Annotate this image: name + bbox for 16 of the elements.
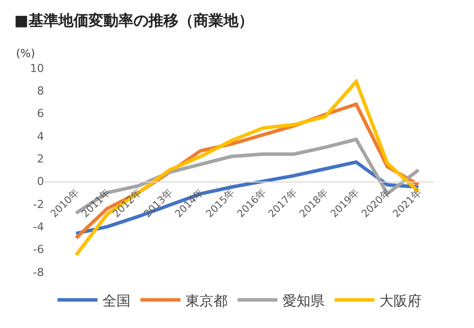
y-tick-label: -8: [33, 266, 44, 279]
y-tick-label: -2: [33, 198, 44, 211]
chart-title: ■基準地価変動率の推移（商業地）: [14, 11, 254, 30]
y-tick-label: 8: [37, 84, 44, 98]
y-tick-label: 0: [37, 175, 44, 188]
y-tick-label: 6: [37, 107, 44, 120]
y-tick-label: -6: [33, 243, 44, 256]
legend-label: 愛知県: [282, 293, 324, 310]
legend-label: 東京都: [186, 293, 228, 310]
y-axis-title: (%): [16, 47, 36, 60]
y-tick-label: 4: [37, 130, 44, 143]
y-tick-label: 10: [30, 62, 44, 75]
legend-label: 大阪府: [380, 293, 422, 310]
y-tick-label: 2: [37, 152, 44, 166]
legend-label: 全国: [102, 293, 130, 310]
y-tick-label: -4: [33, 220, 44, 234]
